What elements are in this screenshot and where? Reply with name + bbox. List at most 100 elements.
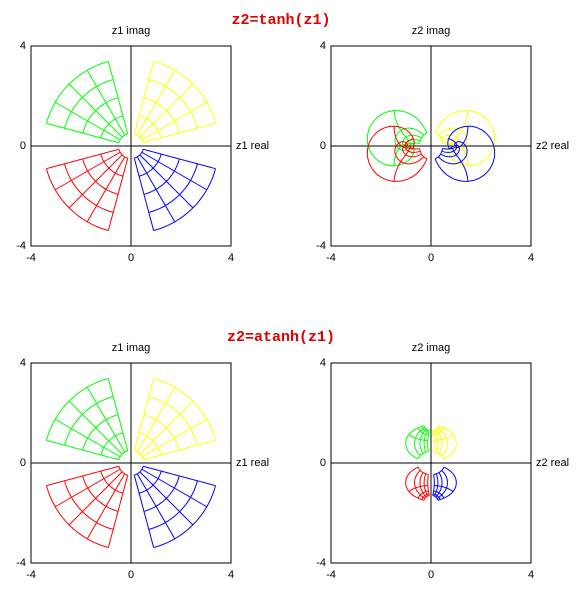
y-axis-label: z1 imag — [112, 342, 151, 354]
sector-grid-line — [434, 125, 496, 182]
sector-grid-line — [107, 378, 129, 452]
y-tick-label: 0 — [20, 457, 26, 469]
y-tick-label: 0 — [320, 457, 326, 469]
sector-grid-line — [142, 122, 216, 144]
sector-grid-line — [141, 151, 208, 191]
x-tick-label: 4 — [228, 569, 234, 581]
sector-grid-line — [427, 430, 430, 452]
sector-grid-line — [136, 69, 176, 136]
x-axis-label: z1 real — [236, 457, 269, 469]
sector-grid-line — [142, 439, 216, 461]
sector-grid-line — [68, 154, 123, 209]
sector-grid-line — [86, 386, 126, 453]
sector-grid-line — [437, 127, 468, 151]
sector-grid-line — [133, 61, 155, 135]
sector-grid-line — [136, 473, 176, 540]
sector-grid-line — [405, 425, 425, 460]
sector-grid-line — [54, 101, 121, 141]
chart-title: z2=atanh(z1) — [227, 329, 335, 346]
sector-grid-line — [107, 474, 129, 548]
sector-grid-line — [107, 157, 129, 231]
sector-grid-line — [366, 110, 428, 167]
x-axis-label: z1 real — [236, 140, 269, 152]
sector-grid-line — [136, 156, 176, 223]
y-axis-label: z1 imag — [112, 25, 151, 37]
sector-grid-line — [436, 427, 448, 456]
sector-grid-line — [141, 101, 208, 141]
sector-grid-line — [139, 154, 194, 209]
sector-grid-line — [394, 141, 425, 165]
y-tick-label: -4 — [16, 240, 26, 252]
x-tick-label: -4 — [26, 569, 36, 581]
sector-grid-line — [435, 472, 443, 498]
sector-grid-line — [405, 466, 425, 501]
y-tick-label: -4 — [316, 557, 326, 569]
x-tick-label: -4 — [326, 569, 336, 581]
sector-grid-line — [419, 428, 427, 454]
sector-grid-line — [46, 148, 120, 170]
x-axis-label: z2 real — [536, 140, 569, 152]
sector-grid-line — [419, 472, 427, 498]
y-tick-label: -4 — [16, 557, 26, 569]
y-tick-label: 0 — [320, 140, 326, 152]
sector-grid-line — [46, 465, 120, 487]
x-axis-label: z2 real — [536, 457, 569, 469]
sector-grid-line — [440, 144, 460, 158]
chart-title: z2=tanh(z1) — [231, 12, 330, 29]
sector-grid-line — [442, 145, 457, 150]
sector-grid-line — [434, 110, 496, 167]
x-tick-label: 4 — [528, 252, 534, 264]
sector-grid-line — [394, 127, 425, 151]
x-tick-label: 0 — [428, 569, 434, 581]
sector-grid-line — [141, 418, 208, 458]
y-axis-label: z2 imag — [412, 342, 451, 354]
sector-grid-line — [86, 156, 126, 223]
y-tick-label: 4 — [320, 357, 326, 369]
sector-grid-line — [141, 468, 208, 508]
sector-grid-line — [86, 473, 126, 540]
sector-grid-line — [139, 471, 194, 526]
sector-grid-line — [414, 427, 426, 456]
sector-grid-line — [139, 400, 194, 455]
sector-grid-line — [405, 145, 413, 150]
sector-grid-line — [402, 144, 422, 158]
x-tick-label: 4 — [528, 569, 534, 581]
sector-grid-line — [46, 439, 120, 461]
sector-grid-line — [449, 145, 457, 150]
sector-grid-line — [54, 468, 121, 508]
sector-grid-line — [54, 151, 121, 191]
sector-grid-line — [414, 470, 426, 499]
sector-grid-line — [68, 400, 123, 455]
y-axis-label: z2 imag — [412, 25, 451, 37]
x-tick-label: 0 — [128, 252, 134, 264]
sector-grid-line — [432, 474, 435, 496]
y-tick-label: 4 — [20, 40, 26, 52]
sector-grid-line — [68, 83, 123, 138]
sector-grid-line — [433, 473, 439, 497]
x-tick-label: 0 — [128, 569, 134, 581]
sector-grid-line — [136, 386, 176, 453]
sector-grid-line — [107, 61, 129, 135]
y-tick-label: 4 — [320, 40, 326, 52]
sector-grid-line — [366, 125, 428, 182]
y-tick-label: 0 — [20, 140, 26, 152]
sector-grid-line — [435, 428, 443, 454]
sector-grid-line — [437, 466, 457, 501]
sector-grid-line — [133, 157, 155, 231]
sector-grid-line — [86, 69, 126, 136]
sector-grid-line — [68, 471, 123, 526]
sector-grid-line — [139, 83, 194, 138]
x-tick-label: 0 — [428, 252, 434, 264]
x-tick-label: -4 — [26, 252, 36, 264]
sector-grid-line — [437, 141, 468, 165]
sector-grid-line — [433, 429, 439, 453]
sector-grid-line — [142, 148, 216, 170]
y-tick-label: -4 — [316, 240, 326, 252]
sector-grid-line — [423, 473, 429, 497]
sector-grid-line — [404, 145, 421, 153]
sector-grid-line — [432, 430, 435, 452]
sector-grid-line — [427, 474, 430, 496]
sector-grid-line — [436, 470, 448, 499]
sector-grid-line — [133, 474, 155, 548]
